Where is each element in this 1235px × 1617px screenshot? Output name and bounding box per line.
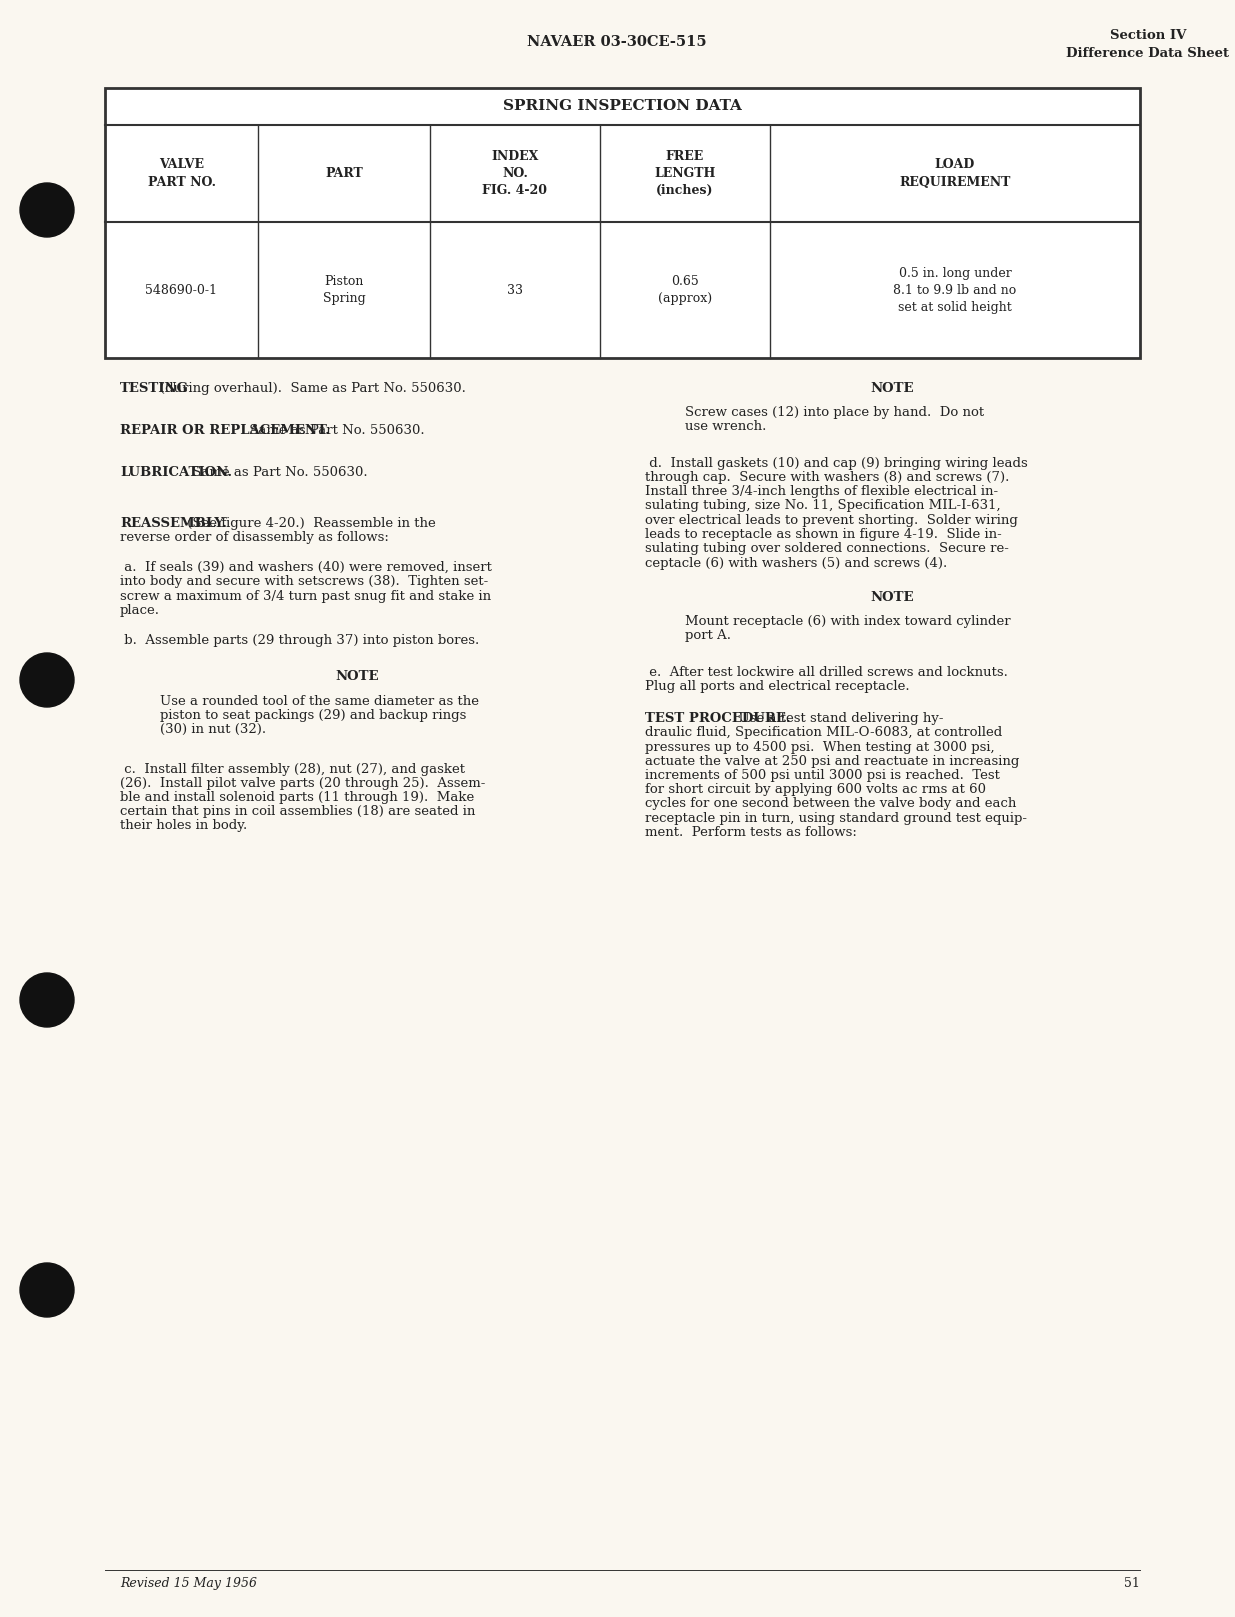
Text: LUBRICATION.: LUBRICATION.	[120, 466, 232, 480]
Text: port A.: port A.	[685, 629, 731, 642]
Text: Use a rounded tool of the same diameter as the: Use a rounded tool of the same diameter …	[161, 695, 479, 708]
Text: REPAIR OR REPLACEMENT.: REPAIR OR REPLACEMENT.	[120, 424, 330, 437]
Text: ble and install solenoid parts (11 through 19).  Make: ble and install solenoid parts (11 throu…	[120, 791, 474, 804]
Text: c.  Install filter assembly (28), nut (27), and gasket: c. Install filter assembly (28), nut (27…	[120, 763, 466, 776]
Text: increments of 500 psi until 3000 psi is reached.  Test: increments of 500 psi until 3000 psi is …	[645, 770, 1000, 783]
Text: 548690-0-1: 548690-0-1	[146, 283, 217, 296]
Text: d.  Install gaskets (10) and cap (9) bringing wiring leads: d. Install gaskets (10) and cap (9) brin…	[645, 456, 1028, 471]
Text: Same as Part No. 550630.: Same as Part No. 550630.	[189, 466, 368, 480]
Text: TEST PROCEDURE.: TEST PROCEDURE.	[645, 711, 790, 724]
Text: leads to receptacle as shown in figure 4-19.  Slide in-: leads to receptacle as shown in figure 4…	[645, 529, 1002, 542]
Circle shape	[20, 653, 74, 707]
Text: NAVAER 03-30CE-515: NAVAER 03-30CE-515	[527, 36, 706, 49]
Text: FREE
LENGTH
(inches): FREE LENGTH (inches)	[655, 150, 716, 197]
Text: Piston
Spring: Piston Spring	[322, 275, 366, 306]
Text: actuate the valve at 250 psi and reactuate in increasing: actuate the valve at 250 psi and reactua…	[645, 755, 1019, 768]
Text: b.  Assemble parts (29 through 37) into piston bores.: b. Assemble parts (29 through 37) into p…	[120, 634, 479, 647]
Text: NOTE: NOTE	[871, 590, 914, 603]
Text: cycles for one second between the valve body and each: cycles for one second between the valve …	[645, 797, 1016, 810]
Text: 33: 33	[508, 283, 522, 296]
Text: screw a maximum of 3/4 turn past snug fit and stake in: screw a maximum of 3/4 turn past snug fi…	[120, 590, 492, 603]
Text: Install three 3/4-inch lengths of flexible electrical in-: Install three 3/4-inch lengths of flexib…	[645, 485, 998, 498]
Text: REASSEMBLY.: REASSEMBLY.	[120, 517, 227, 530]
Text: for short circuit by applying 600 volts ac rms at 60: for short circuit by applying 600 volts …	[645, 783, 986, 796]
Circle shape	[20, 973, 74, 1027]
Text: over electrical leads to prevent shorting.  Solder wiring: over electrical leads to prevent shortin…	[645, 514, 1018, 527]
Text: Section IV: Section IV	[1110, 29, 1186, 42]
Text: Revised 15 May 1956: Revised 15 May 1956	[120, 1577, 257, 1590]
Text: Difference Data Sheet: Difference Data Sheet	[1067, 47, 1230, 60]
Text: (See figure 4-20.)  Reassemble in the: (See figure 4-20.) Reassemble in the	[183, 517, 436, 530]
Text: sulating tubing over soldered connections.  Secure re-: sulating tubing over soldered connection…	[645, 542, 1009, 555]
Text: NOTE: NOTE	[336, 671, 379, 684]
Text: TESTING: TESTING	[120, 382, 189, 395]
Text: reverse order of disassembly as follows:: reverse order of disassembly as follows:	[120, 530, 389, 543]
Bar	[105, 87, 1140, 357]
Text: receptacle pin in turn, using standard ground test equip-: receptacle pin in turn, using standard g…	[645, 812, 1028, 825]
Text: LOAD
REQUIREMENT: LOAD REQUIREMENT	[899, 158, 1010, 189]
Text: ceptacle (6) with washers (5) and screws (4).: ceptacle (6) with washers (5) and screws…	[645, 556, 947, 569]
Text: piston to seat packings (29) and backup rings: piston to seat packings (29) and backup …	[161, 708, 467, 723]
Circle shape	[20, 1263, 74, 1316]
Text: a.  If seals (39) and washers (40) were removed, insert: a. If seals (39) and washers (40) were r…	[120, 561, 492, 574]
Text: through cap.  Secure with washers (8) and screws (7).: through cap. Secure with washers (8) and…	[645, 471, 1009, 483]
Text: Screw cases (12) into place by hand.  Do not: Screw cases (12) into place by hand. Do …	[685, 406, 984, 419]
Text: 0.5 in. long under
8.1 to 9.9 lb and no
set at solid height: 0.5 in. long under 8.1 to 9.9 lb and no …	[893, 267, 1016, 314]
Text: PART: PART	[325, 167, 363, 179]
Text: SPRING INSPECTION DATA: SPRING INSPECTION DATA	[503, 100, 742, 113]
Text: use wrench.: use wrench.	[685, 420, 767, 433]
Text: pressures up to 4500 psi.  When testing at 3000 psi,: pressures up to 4500 psi. When testing a…	[645, 741, 994, 754]
Text: (30) in nut (32).: (30) in nut (32).	[161, 723, 266, 736]
Text: into body and secure with setscrews (38).  Tighten set-: into body and secure with setscrews (38)…	[120, 576, 488, 589]
Text: VALVE
PART NO.: VALVE PART NO.	[147, 158, 215, 189]
Text: Use a test stand delivering hy-: Use a test stand delivering hy-	[730, 711, 944, 724]
Text: 0.65
(approx): 0.65 (approx)	[658, 275, 713, 306]
Text: 51: 51	[1124, 1577, 1140, 1590]
Text: certain that pins in coil assemblies (18) are seated in: certain that pins in coil assemblies (18…	[120, 805, 475, 818]
Text: (during overhaul).  Same as Part No. 550630.: (during overhaul). Same as Part No. 5506…	[159, 382, 466, 395]
Text: Mount receptacle (6) with index toward cylinder: Mount receptacle (6) with index toward c…	[685, 614, 1010, 627]
Circle shape	[20, 183, 74, 238]
Text: e.  After test lockwire all drilled screws and locknuts.: e. After test lockwire all drilled screw…	[645, 666, 1008, 679]
Text: their holes in body.: their holes in body.	[120, 820, 247, 833]
Text: draulic fluid, Specification MIL-O-6083, at controlled: draulic fluid, Specification MIL-O-6083,…	[645, 726, 1003, 739]
Text: (26).  Install pilot valve parts (20 through 25).  Assem-: (26). Install pilot valve parts (20 thro…	[120, 776, 485, 789]
Text: Plug all ports and electrical receptacle.: Plug all ports and electrical receptacle…	[645, 679, 910, 692]
Text: place.: place.	[120, 605, 161, 618]
Text: ment.  Perform tests as follows:: ment. Perform tests as follows:	[645, 826, 857, 839]
Text: sulating tubing, size No. 11, Specification MIL-I-631,: sulating tubing, size No. 11, Specificat…	[645, 500, 1000, 513]
Text: Same as Part No. 550630.: Same as Part No. 550630.	[246, 424, 425, 437]
Text: INDEX
NO.
FIG. 4-20: INDEX NO. FIG. 4-20	[483, 150, 547, 197]
Text: NOTE: NOTE	[871, 382, 914, 395]
